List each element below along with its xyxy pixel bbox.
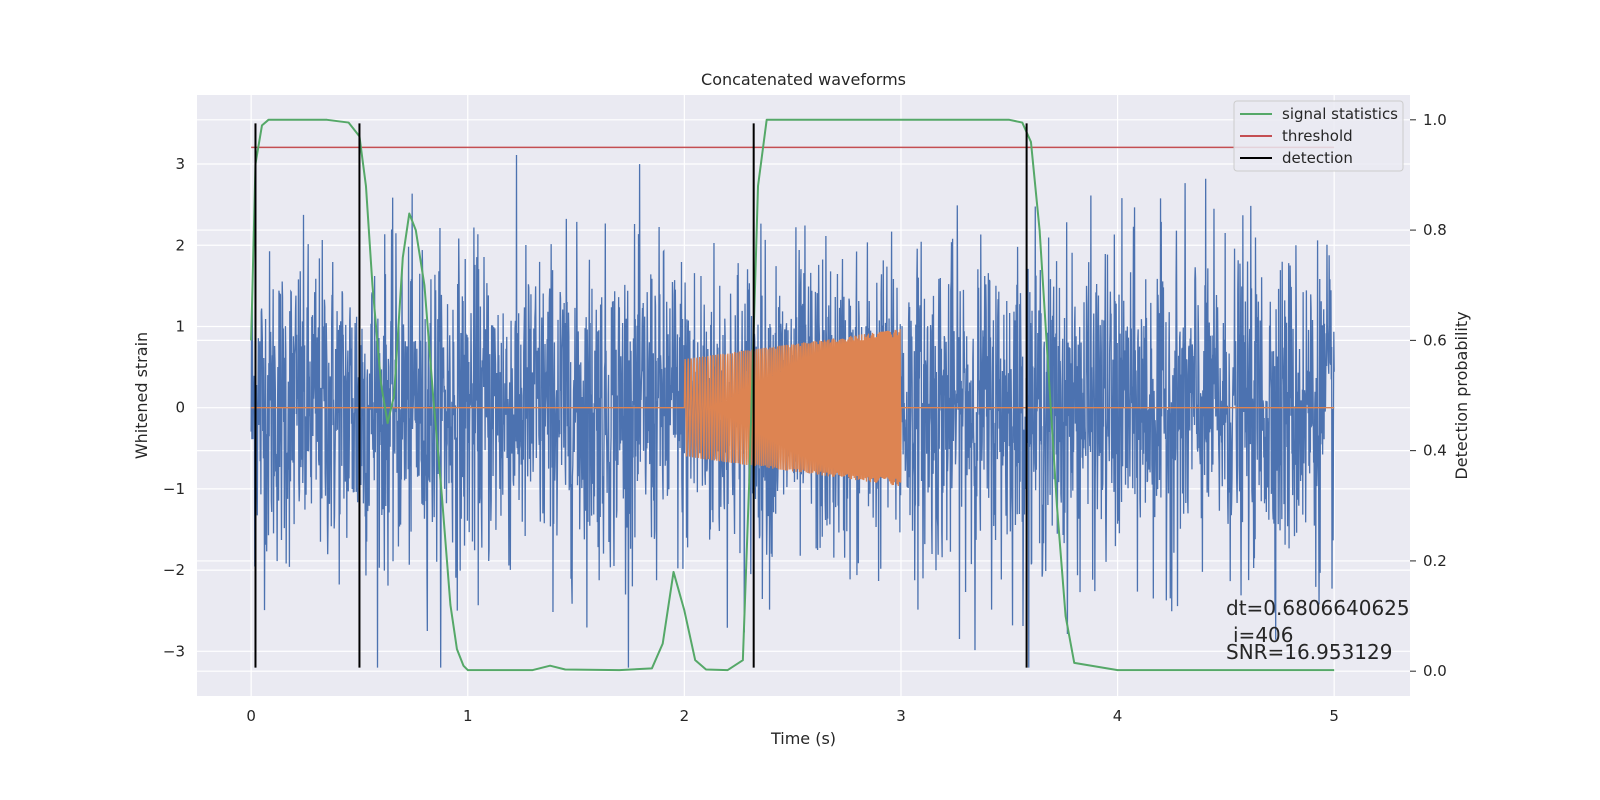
y-tick-label: 1	[175, 317, 185, 335]
legend-label-signal-statistics: signal statistics	[1282, 105, 1398, 123]
series-chirp-waveform	[251, 329, 1335, 486]
legend-label-detection: detection	[1282, 149, 1353, 167]
y-tick-label: −1	[163, 480, 185, 498]
y2-ticks: 0.0 0.2 0.4 0.6 0.8 1.0	[1410, 111, 1447, 680]
annotation-dt: dt=0.6806640625	[1226, 596, 1410, 620]
x-tick-label: 5	[1329, 707, 1339, 725]
y-tick-label: −3	[163, 642, 185, 660]
legend: signal statistics threshold detection	[1233, 100, 1404, 172]
series-signal-statistics	[250, 118, 1335, 672]
y2-tick-label: 0.4	[1423, 442, 1447, 460]
x-tick-label: 3	[896, 707, 906, 725]
y-axis-label: Whitened strain	[132, 332, 151, 459]
series-layer	[250, 118, 1335, 672]
y2-tick-label: 0.2	[1423, 552, 1447, 570]
y-tick-label: 0	[175, 399, 185, 417]
annotation-index: i=406	[1233, 623, 1294, 647]
x-tick-label: 1	[463, 707, 473, 725]
y-tick-label: −2	[163, 561, 185, 579]
legend-box	[1233, 100, 1404, 172]
x-ticks: 0 1 2 3 4 5	[246, 707, 1339, 725]
y2-axis-label: Detection probability	[1452, 311, 1471, 479]
legend-label-threshold: threshold	[1282, 127, 1353, 145]
annotation-snr: SNR=16.953129	[1226, 640, 1392, 664]
x-axis-label: Time (s)	[770, 729, 836, 748]
y2-tick-label: 0.8	[1423, 221, 1447, 239]
y-ticks: −3 −2 −1 0 1 2 3	[163, 155, 185, 660]
chart-title: Concatenated waveforms	[701, 70, 906, 89]
y2-tick-label: 1.0	[1423, 111, 1447, 129]
y-tick-label: 3	[175, 155, 185, 173]
x-tick-label: 2	[680, 707, 690, 725]
y2-tick-label: 0.0	[1423, 662, 1447, 680]
y-tick-label: 2	[175, 236, 185, 254]
x-tick-label: 0	[246, 707, 256, 725]
y2-tick-label: 0.6	[1423, 331, 1447, 349]
x-tick-label: 4	[1113, 707, 1123, 725]
